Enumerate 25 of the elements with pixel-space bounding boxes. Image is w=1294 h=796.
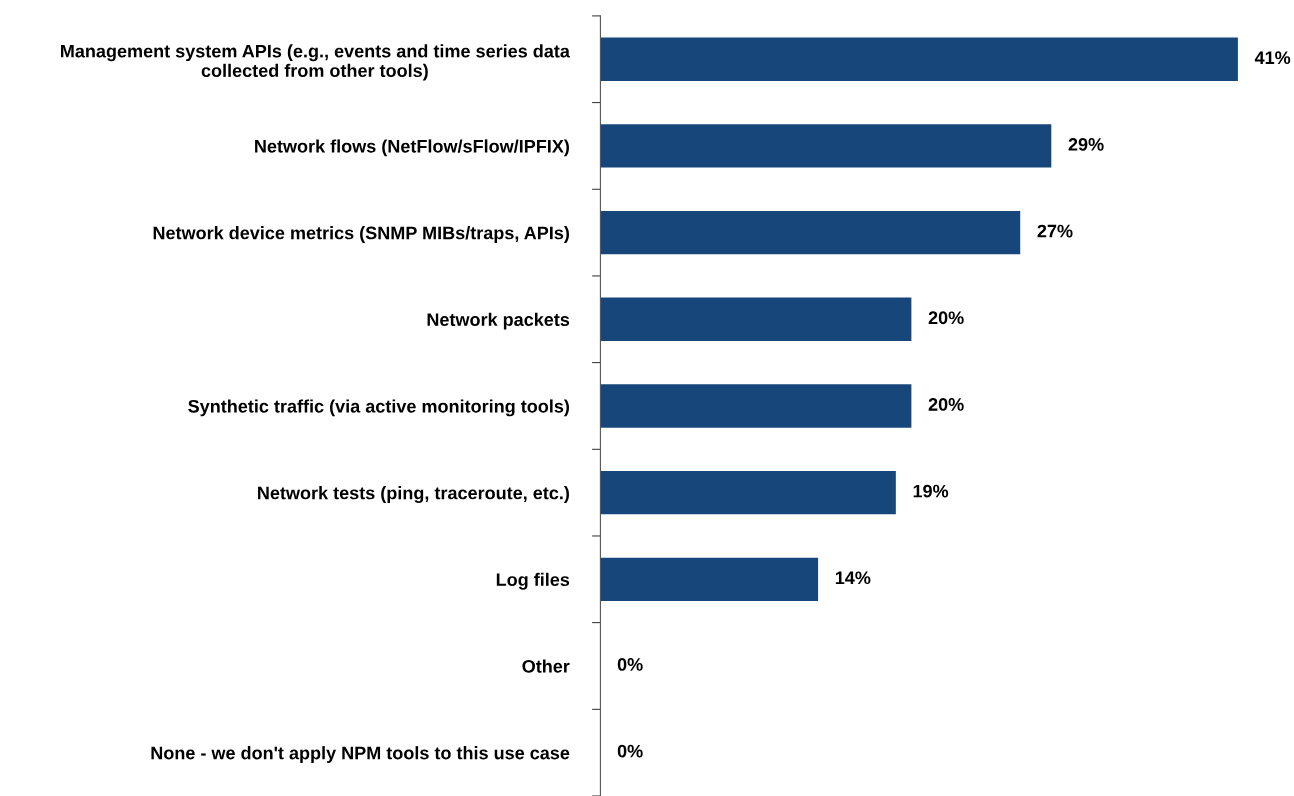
bar [600,210,1021,255]
data-label: 0% [617,744,643,758]
y-tick-label: Network tests (ping, traceroute, etc.) [258,486,569,503]
bar [600,124,1052,168]
y-tick-label: Network device metrics (SNMP MIBs/traps, APIs) [153,226,569,243]
data-label: 29% [1068,137,1104,151]
y-tick-label: Management system APIs (e.g., events and time series data collected from other tools) [61,44,571,81]
y-tick-label: None - we don't apply NPM tools to this use case [151,746,570,763]
bar [600,297,912,341]
data-label: 14% [835,571,871,585]
y-tick-label: Network flows (NetFlow/sFlow/IPFIX) [255,139,569,157]
y-tick-label: Other [522,659,570,673]
data-label: 20% [928,311,964,325]
bar [600,384,912,428]
data-label: 20% [928,398,964,411]
bar [600,470,896,515]
data-label: 0% [617,658,643,671]
data-label: 41% [1254,51,1291,65]
data-label: 19% [913,484,949,498]
data-label: 27% [1037,224,1073,238]
y-tick-label: Synthetic traffic (via active monitoring tools) [188,399,569,417]
bar [600,37,1238,81]
y-tick-label: Log files [496,572,570,590]
bar [600,557,819,601]
y-tick-label: Network packets [427,312,570,330]
